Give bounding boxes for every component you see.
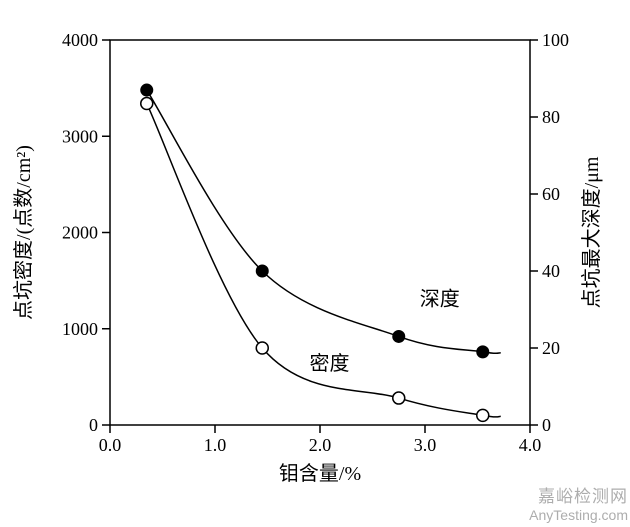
density-point	[393, 392, 405, 404]
depth-curve	[147, 90, 501, 353]
chart-svg: 0.01.02.03.04.0钼含量/%01000200030004000点坑密…	[0, 0, 630, 527]
y-left-tick-label: 4000	[62, 30, 98, 50]
y-right-axis-label: 点坑最大深度/μm	[580, 156, 603, 308]
y-left-tick-label: 2000	[62, 223, 98, 243]
y-right-tick-label: 40	[542, 261, 560, 281]
y-left-tick-label: 1000	[62, 319, 98, 339]
y-right-tick-label: 100	[542, 30, 569, 50]
density-point	[256, 342, 268, 354]
watermark-en: AnyTesting.com	[529, 507, 628, 523]
density-point	[141, 98, 153, 110]
y-right-tick-label: 20	[542, 338, 560, 358]
depth-point	[393, 330, 405, 342]
chart-container: 0.01.02.03.04.0钼含量/%01000200030004000点坑密…	[0, 0, 630, 527]
y-right-tick-label: 80	[542, 107, 560, 127]
x-tick-label: 1.0	[204, 435, 227, 455]
y-right-tick-label: 0	[542, 415, 551, 435]
x-tick-label: 3.0	[414, 435, 437, 455]
y-left-tick-label: 3000	[62, 126, 98, 146]
y-right-tick-label: 60	[542, 184, 560, 204]
density-point	[477, 409, 489, 421]
x-tick-label: 2.0	[309, 435, 332, 455]
y-left-axis-label: 点坑密度/(点数/cm²)	[12, 145, 35, 320]
density-series-label: 密度	[310, 352, 350, 375]
x-tick-label: 4.0	[519, 435, 542, 455]
x-axis-label: 钼含量/%	[279, 462, 361, 485]
depth-series-label: 深度	[420, 288, 460, 311]
depth-point	[141, 84, 153, 96]
y-left-tick-label: 0	[89, 415, 98, 435]
depth-point	[477, 346, 489, 358]
depth-point	[256, 265, 268, 277]
x-tick-label: 0.0	[99, 435, 122, 455]
watermark-cn: 嘉峪检测网	[538, 482, 628, 507]
